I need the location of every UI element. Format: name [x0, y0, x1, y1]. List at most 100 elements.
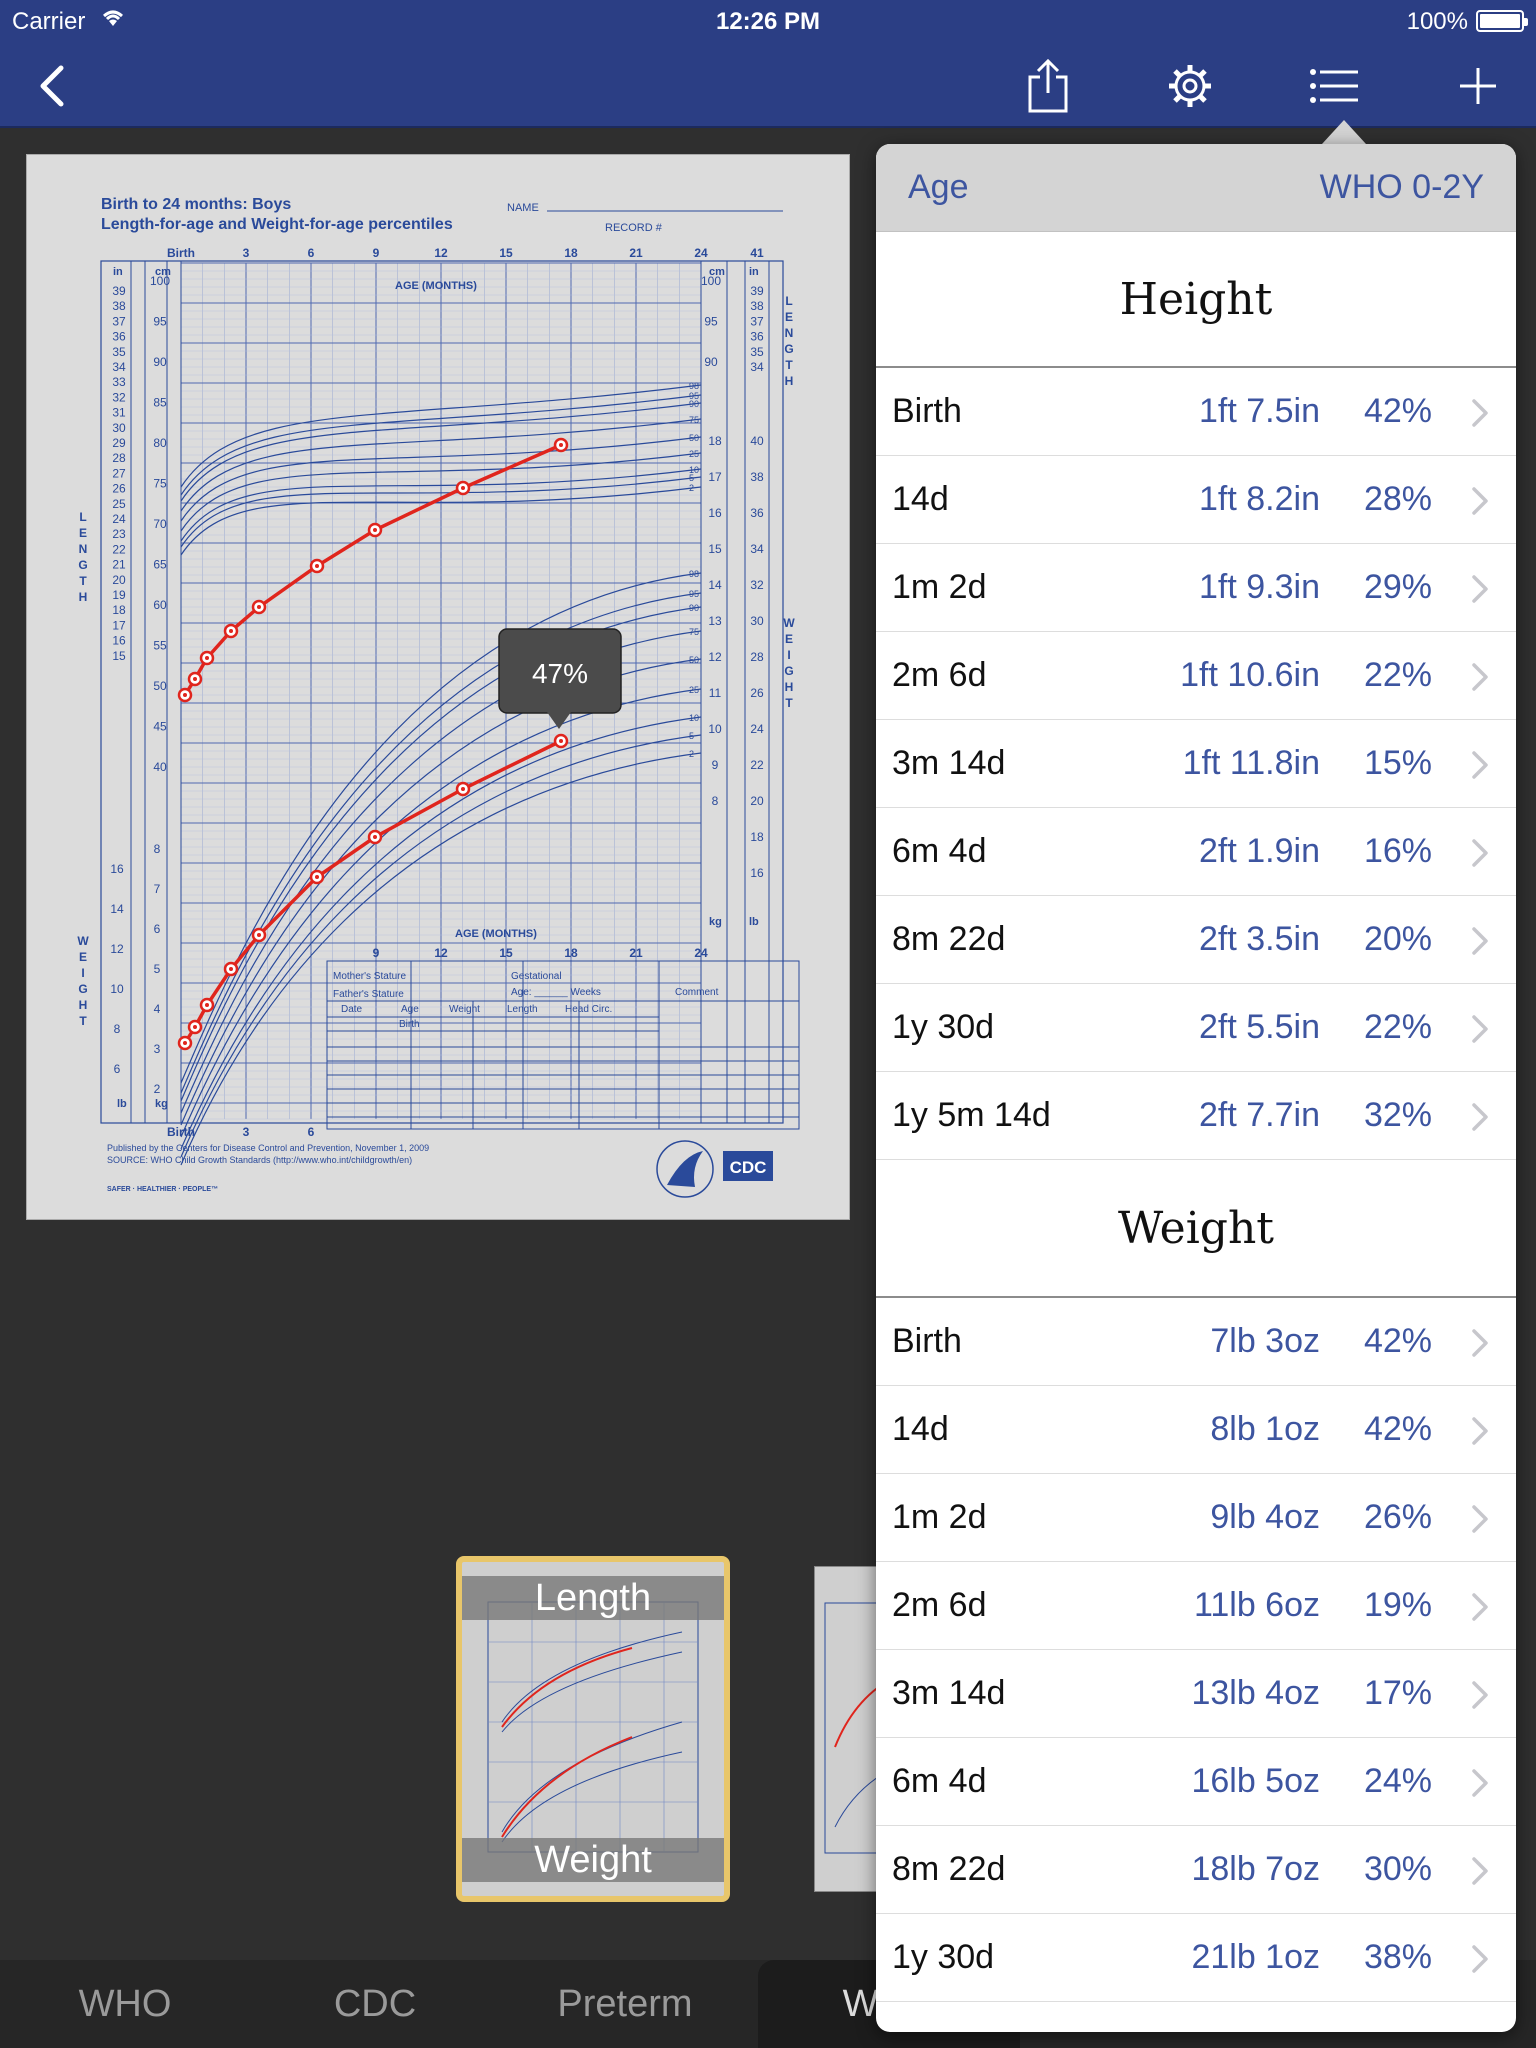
- measurement-row[interactable]: 8m 22d 18lb 7oz 30%: [876, 1826, 1516, 1914]
- settings-button[interactable]: [1158, 54, 1222, 118]
- scale-number: 38: [750, 299, 764, 313]
- measurement-row[interactable]: 6m 4d 16lb 5oz 24%: [876, 1738, 1516, 1826]
- age-column-header[interactable]: Age: [908, 168, 969, 206]
- row-age: 2m 6d: [892, 656, 987, 694]
- length-axis-letter: L: [79, 510, 86, 524]
- plus-icon: [1460, 68, 1496, 104]
- scale-number: 2: [154, 1082, 161, 1096]
- unit-kg-left: kg: [155, 1098, 168, 1110]
- measurement-row[interactable]: 3m 14d 13lb 4oz 17%: [876, 1650, 1516, 1738]
- length-axis-letter-right: E: [785, 310, 793, 324]
- scale-number: 40: [750, 434, 764, 448]
- weight-axis-letter-right: T: [785, 696, 793, 710]
- mid-tick-label: 12: [434, 946, 448, 960]
- length-axis-letter-right: G: [784, 342, 793, 356]
- add-button[interactable]: [1446, 54, 1510, 118]
- row-age: 14d: [892, 1410, 949, 1448]
- row-value: 1ft 10.6in: [1180, 656, 1320, 694]
- scale-number: 22: [112, 542, 126, 556]
- row-value: 1ft 8.2in: [1199, 480, 1320, 518]
- data-point-center: [183, 693, 187, 697]
- record-label: RECORD #: [605, 222, 663, 234]
- scale-number: 6: [154, 922, 161, 936]
- scale-number: 18: [112, 603, 126, 617]
- length-percentile-curve: [180, 384, 702, 488]
- row-percentile: 28%: [1363, 480, 1432, 518]
- mid-tick-label: 9: [373, 946, 380, 960]
- row-value: 18lb 7oz: [1191, 1850, 1320, 1888]
- weight-section-title: Weight: [876, 1160, 1516, 1298]
- chevron-right-icon: [1472, 663, 1488, 691]
- measurement-row[interactable]: 1y 30d 2ft 5.5in 22%: [876, 984, 1516, 1072]
- measurement-row[interactable]: 14d 1ft 8.2in 28%: [876, 456, 1516, 544]
- scale-number: 80: [153, 436, 167, 450]
- measurement-row[interactable]: 2m 6d 11lb 6oz 19%: [876, 1562, 1516, 1650]
- scale-number: 38: [750, 470, 764, 484]
- measurement-row[interactable]: 8m 22d 2ft 3.5in 20%: [876, 896, 1516, 984]
- top-tick-label: 3: [243, 246, 250, 260]
- scale-number: 20: [112, 573, 126, 587]
- measurement-row[interactable]: 6m 4d 2ft 1.9in 16%: [876, 808, 1516, 896]
- row-value: 21lb 1oz: [1191, 1938, 1320, 1976]
- back-button[interactable]: [20, 54, 84, 118]
- hhs-logo: [656, 1140, 714, 1198]
- weight-percentile-label: 2: [689, 749, 694, 759]
- scale-number: 36: [750, 506, 764, 520]
- measurement-row[interactable]: 1m 2d 1ft 9.3in 29%: [876, 544, 1516, 632]
- measurement-row[interactable]: 1m 2d 9lb 4oz 26%: [876, 1474, 1516, 1562]
- scale-number: 20: [750, 794, 764, 808]
- popover-arrow: [1322, 120, 1366, 144]
- list-button[interactable]: [1302, 54, 1366, 118]
- measurement-row[interactable]: Birth 1ft 7.5in 42%: [876, 368, 1516, 456]
- growth-chart-page[interactable]: Birth 3 6 9 12 15 18 21 24 41 Birth 3 6 9 12 15 18 21 24 L E…: [26, 154, 850, 1220]
- percentile-callout: 47%: [498, 628, 622, 729]
- scale-number: 50: [153, 679, 167, 693]
- measurement-row[interactable]: Birth 7lb 3oz 42%: [876, 1298, 1516, 1386]
- scale-number: 21: [112, 558, 126, 572]
- scale-number: 23: [112, 527, 126, 541]
- unit-lb-left: lb: [117, 1098, 127, 1110]
- measurement-row[interactable]: 3m 14d 1ft 11.8in 15%: [876, 720, 1516, 808]
- weight-percentile-curve: [180, 752, 702, 1166]
- weight-percentile-label: 5: [689, 731, 694, 741]
- unit-kg-right: kg: [709, 916, 722, 928]
- scale-number: 22: [750, 758, 764, 772]
- footer-published: Published by the Centers for Disease Con…: [107, 1143, 429, 1153]
- chart-type-header[interactable]: WHO 0-2Y: [1319, 168, 1484, 206]
- top-tick-label: 15: [499, 246, 513, 260]
- measurement-row[interactable]: 1y 30d 21lb 1oz 38%: [876, 1914, 1516, 2002]
- tab-who[interactable]: WHO: [78, 1983, 172, 2025]
- measurement-row[interactable]: 1y 5m 14d 2ft 7.7in 32%: [876, 1072, 1516, 1160]
- length-axis-letter: G: [78, 558, 87, 572]
- navigation-bar: Carrier 12:26 PM 100%: [0, 0, 1536, 128]
- measurement-row[interactable]: 14d 8lb 1oz 42%: [876, 1386, 1516, 1474]
- weight-axis-letter-right: E: [785, 632, 793, 646]
- weight-percentile-curve: [180, 572, 702, 1084]
- tab-cdc[interactable]: CDC: [333, 1983, 417, 2025]
- popover-header: Age WHO 0-2Y: [876, 144, 1516, 232]
- row-value: 2ft 5.5in: [1199, 1008, 1320, 1046]
- data-point-center: [461, 486, 465, 490]
- row-age: 1y 30d: [892, 1008, 995, 1046]
- share-button[interactable]: [1016, 54, 1080, 118]
- row-percentile: 22%: [1363, 656, 1432, 694]
- chevron-right-icon: [1472, 487, 1488, 515]
- row-percentile: 22%: [1363, 1008, 1432, 1046]
- row-value: 8lb 1oz: [1210, 1410, 1320, 1448]
- row-age: 2m 6d: [892, 1586, 987, 1624]
- length-percentile-curve: [180, 394, 702, 496]
- tab-preterm[interactable]: Preterm: [557, 1983, 693, 2025]
- length-axis-letter-right: H: [785, 374, 794, 388]
- chevron-right-icon: [1472, 1417, 1488, 1445]
- measurement-row[interactable]: 2m 6d 1ft 10.6in 22%: [876, 632, 1516, 720]
- row-percentile: 17%: [1363, 1674, 1432, 1712]
- scale-number: 25: [112, 497, 126, 511]
- scale-number: 17: [708, 470, 722, 484]
- weight-axis-letter-right: H: [785, 680, 794, 694]
- scale-number: 34: [750, 542, 764, 556]
- cdc-logo-text: CDC: [730, 1158, 767, 1177]
- thumbnail-length-weight[interactable]: Length Weight: [456, 1556, 730, 1902]
- scale-number: 28: [750, 650, 764, 664]
- scale-number: 18: [750, 830, 764, 844]
